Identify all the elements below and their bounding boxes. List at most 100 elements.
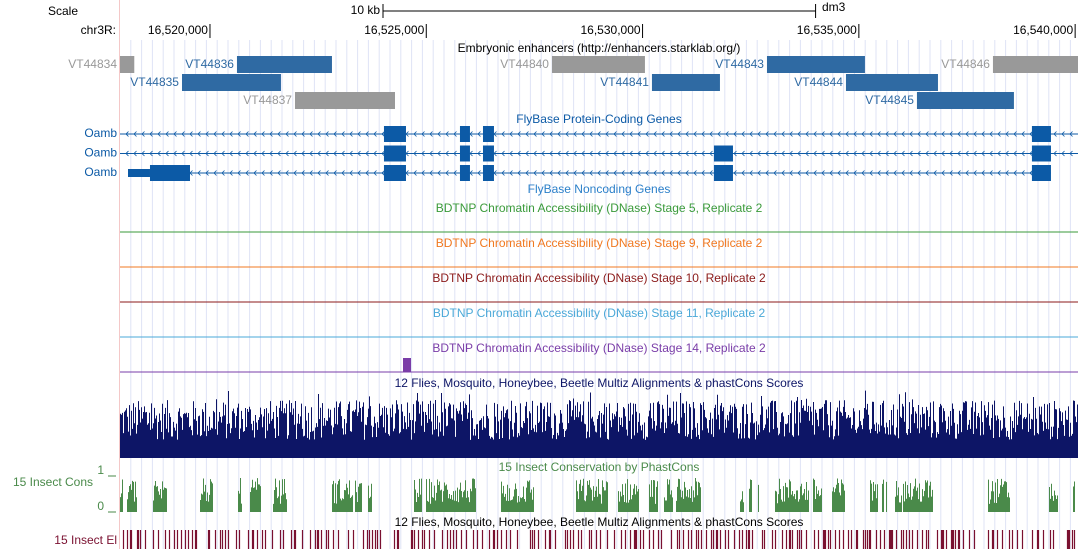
strand-arrow [757, 131, 761, 137]
exon [459, 126, 470, 142]
strand-arrow [557, 150, 561, 157]
strand-arrow [213, 170, 217, 176]
strand-arrow [949, 150, 953, 157]
strand-arrow [293, 131, 297, 137]
strand-arrow [885, 150, 889, 157]
strand-arrow [853, 170, 857, 176]
strand-arrow [509, 150, 513, 157]
strand-arrow [437, 170, 441, 176]
strand-arrow [357, 170, 361, 176]
strand-arrow [557, 131, 561, 137]
exon [128, 169, 150, 177]
strand-arrow [349, 170, 353, 176]
strand-arrow [341, 131, 345, 137]
strand-arrow [629, 150, 633, 157]
strand-arrow [157, 131, 161, 137]
track-title: BDTNP Chromatin Accessibility (DNase) St… [432, 341, 766, 355]
exon [482, 145, 494, 162]
strand-arrow [997, 150, 1001, 157]
strand-arrow [469, 170, 473, 176]
strand-arrow [773, 170, 777, 176]
strand-arrow [525, 131, 529, 137]
gene-label: Oamb [84, 126, 117, 140]
strand-arrow [493, 150, 497, 157]
strand-arrow [589, 150, 593, 157]
strand-arrow [837, 131, 841, 137]
strand-arrow [821, 170, 825, 176]
strand-arrow [261, 131, 265, 137]
strand-arrow [365, 150, 369, 157]
strand-arrow [909, 131, 913, 137]
strand-arrow [1013, 131, 1017, 137]
strand-arrow [1053, 150, 1057, 157]
strand-arrow [1061, 150, 1065, 157]
scale-bar-label: 10 kb [351, 3, 381, 17]
strand-arrow [533, 131, 537, 137]
strand-arrow [693, 150, 697, 157]
strand-arrow [157, 150, 161, 157]
strand-arrow [893, 150, 897, 157]
strand-arrow [997, 170, 1001, 176]
enhancer [294, 92, 395, 109]
strand-arrow [1013, 170, 1017, 176]
strand-arrow [293, 170, 297, 176]
strand-arrow [677, 170, 681, 176]
strand-arrow [813, 150, 817, 157]
strand-arrow [605, 150, 609, 157]
strand-arrow [725, 131, 729, 137]
strand-arrow [973, 131, 977, 137]
strand-arrow [933, 170, 937, 176]
enhancer [766, 56, 865, 73]
enhancer-label: VT44835 [130, 75, 179, 89]
position-tick-label: 16,535,000 [797, 23, 857, 37]
track-title: BDTNP Chromatin Accessibility (DNase) St… [436, 236, 763, 250]
strand-arrow [381, 150, 385, 157]
strand-arrow [645, 131, 649, 137]
strand-arrow [413, 170, 417, 176]
strand-arrow [901, 131, 905, 137]
strand-arrow [637, 150, 641, 157]
enhancer-label: VT44837 [243, 93, 292, 107]
strand-arrow [253, 131, 257, 137]
strand-arrow [469, 131, 473, 137]
strand-arrow [269, 150, 273, 157]
strand-arrow [341, 150, 345, 157]
strand-arrow [237, 150, 241, 157]
strand-arrow [205, 131, 209, 137]
strand-arrow [677, 150, 681, 157]
strand-arrow [1053, 131, 1057, 137]
enhancer-label: VT44845 [865, 93, 914, 107]
strand-arrow [229, 150, 233, 157]
strand-arrow [701, 170, 705, 176]
strand-arrow [221, 131, 225, 137]
strand-arrow [765, 150, 769, 157]
enhancer [120, 56, 135, 73]
strand-arrow [277, 150, 281, 157]
strand-arrow [605, 131, 609, 137]
strand-arrow [901, 150, 905, 157]
exon [713, 145, 733, 162]
strand-arrow [789, 170, 793, 176]
strand-arrow [621, 170, 625, 176]
strand-arrow [661, 170, 665, 176]
strand-arrow [373, 150, 377, 157]
strand-arrow [365, 131, 369, 137]
strand-arrow [885, 170, 889, 176]
strand-arrow [165, 150, 169, 157]
strand-arrow [205, 150, 209, 157]
strand-arrow [837, 150, 841, 157]
enhancer-label: VT44846 [941, 57, 990, 71]
strand-arrow [309, 150, 313, 157]
strand-arrow [797, 131, 801, 137]
strand-arrow [869, 131, 873, 137]
strand-arrow [1069, 131, 1073, 137]
strand-arrow [189, 170, 193, 176]
strand-arrow [773, 150, 777, 157]
strand-arrow [253, 150, 257, 157]
strand-arrow [509, 170, 513, 176]
strand-arrow [805, 170, 809, 176]
strand-arrow [845, 170, 849, 176]
strand-arrow [741, 131, 745, 137]
strand-arrow [421, 150, 425, 157]
strand-arrow [477, 131, 481, 137]
